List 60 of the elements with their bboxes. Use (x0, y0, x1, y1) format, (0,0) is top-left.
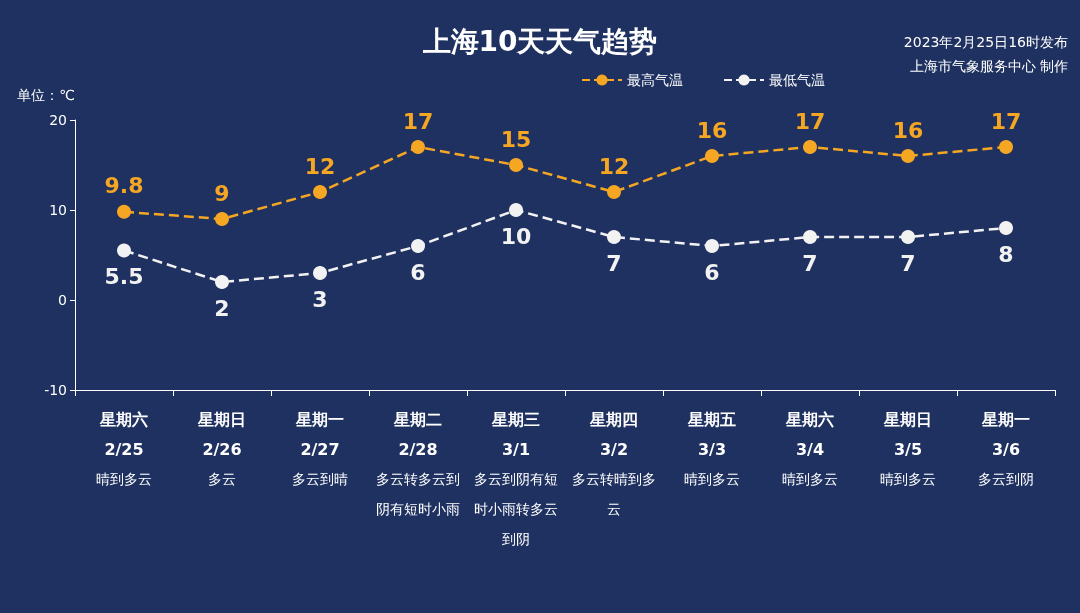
point (313, 185, 327, 199)
x-tick-label: 星期六 3/4 晴到多云 (782, 409, 838, 487)
point (313, 266, 327, 280)
y-tick-label: 0 (58, 292, 67, 308)
text: 2023年2月25日16时发布 (903, 34, 1069, 50)
data-label: 12 (304, 153, 336, 179)
x-tick-label: 星期四 3/2 多云转晴到多云 (572, 409, 656, 517)
legend-label: 最低气温 (769, 72, 825, 88)
data-label: 7 (900, 250, 916, 276)
y-tick-label: 20 (49, 112, 67, 128)
data-label: 15 (500, 126, 532, 152)
data-label: 16 (892, 117, 924, 143)
data-label: 6 (410, 259, 426, 285)
data-label: 17 (794, 108, 826, 134)
x-tick-label: 星期日 2/26 多云 (197, 409, 246, 487)
data-label: 7 (606, 250, 622, 276)
point (999, 221, 1013, 235)
y-tick-label: -10 (44, 382, 67, 398)
point (705, 239, 719, 253)
x-tick-label: 星期五 3/3 晴到多云 (684, 409, 740, 487)
y-tick-label: 10 (49, 202, 67, 218)
point (999, 140, 1013, 154)
x-tick-label: 星期二 2/28 多云转多云到阴有短时小雨 (376, 409, 460, 517)
chart-title: 上海10天天气趋势 (421, 24, 658, 58)
text: 上海市气象服务中心 制作 (909, 58, 1068, 74)
data-label: 9.8 (104, 173, 144, 199)
point (803, 140, 817, 154)
point (509, 203, 523, 217)
point (411, 239, 425, 253)
data-label: 8 (998, 241, 1014, 267)
data-label: 17 (402, 108, 434, 134)
data-label: 5.5 (104, 264, 144, 289)
point (803, 230, 817, 244)
data-label: 2 (214, 295, 230, 321)
y-axis-title: 单位：℃ (17, 87, 75, 103)
x-tick-label: 星期一 2/27 多云到晴 (292, 409, 348, 487)
data-label: 6 (704, 259, 720, 285)
x-tick-label: 星期六 2/25 晴到多云 (96, 409, 152, 487)
point (117, 204, 131, 219)
point (215, 275, 229, 289)
point (705, 149, 719, 163)
point (411, 140, 425, 154)
point (117, 243, 131, 258)
data-label: 16 (696, 117, 728, 143)
data-label: 12 (598, 153, 630, 179)
x-tick-label: 星期三 3/1 多云到阴有短时小雨转多云到阴 (474, 409, 558, 547)
point (901, 149, 915, 163)
data-label: 3 (312, 286, 328, 312)
point (607, 185, 621, 199)
x-tick-label: 星期日 3/5 晴到多云 (880, 409, 936, 487)
x-tick-label: 星期一 3/6 多云到阴 (978, 409, 1034, 487)
legend-label: 最高气温 (627, 72, 683, 88)
data-label: 9 (214, 180, 230, 206)
point (901, 230, 915, 244)
point (215, 212, 229, 226)
point (509, 158, 523, 172)
data-label: 10 (500, 223, 532, 249)
data-label: 7 (802, 250, 818, 276)
data-label: 17 (990, 108, 1022, 134)
point (607, 230, 621, 244)
